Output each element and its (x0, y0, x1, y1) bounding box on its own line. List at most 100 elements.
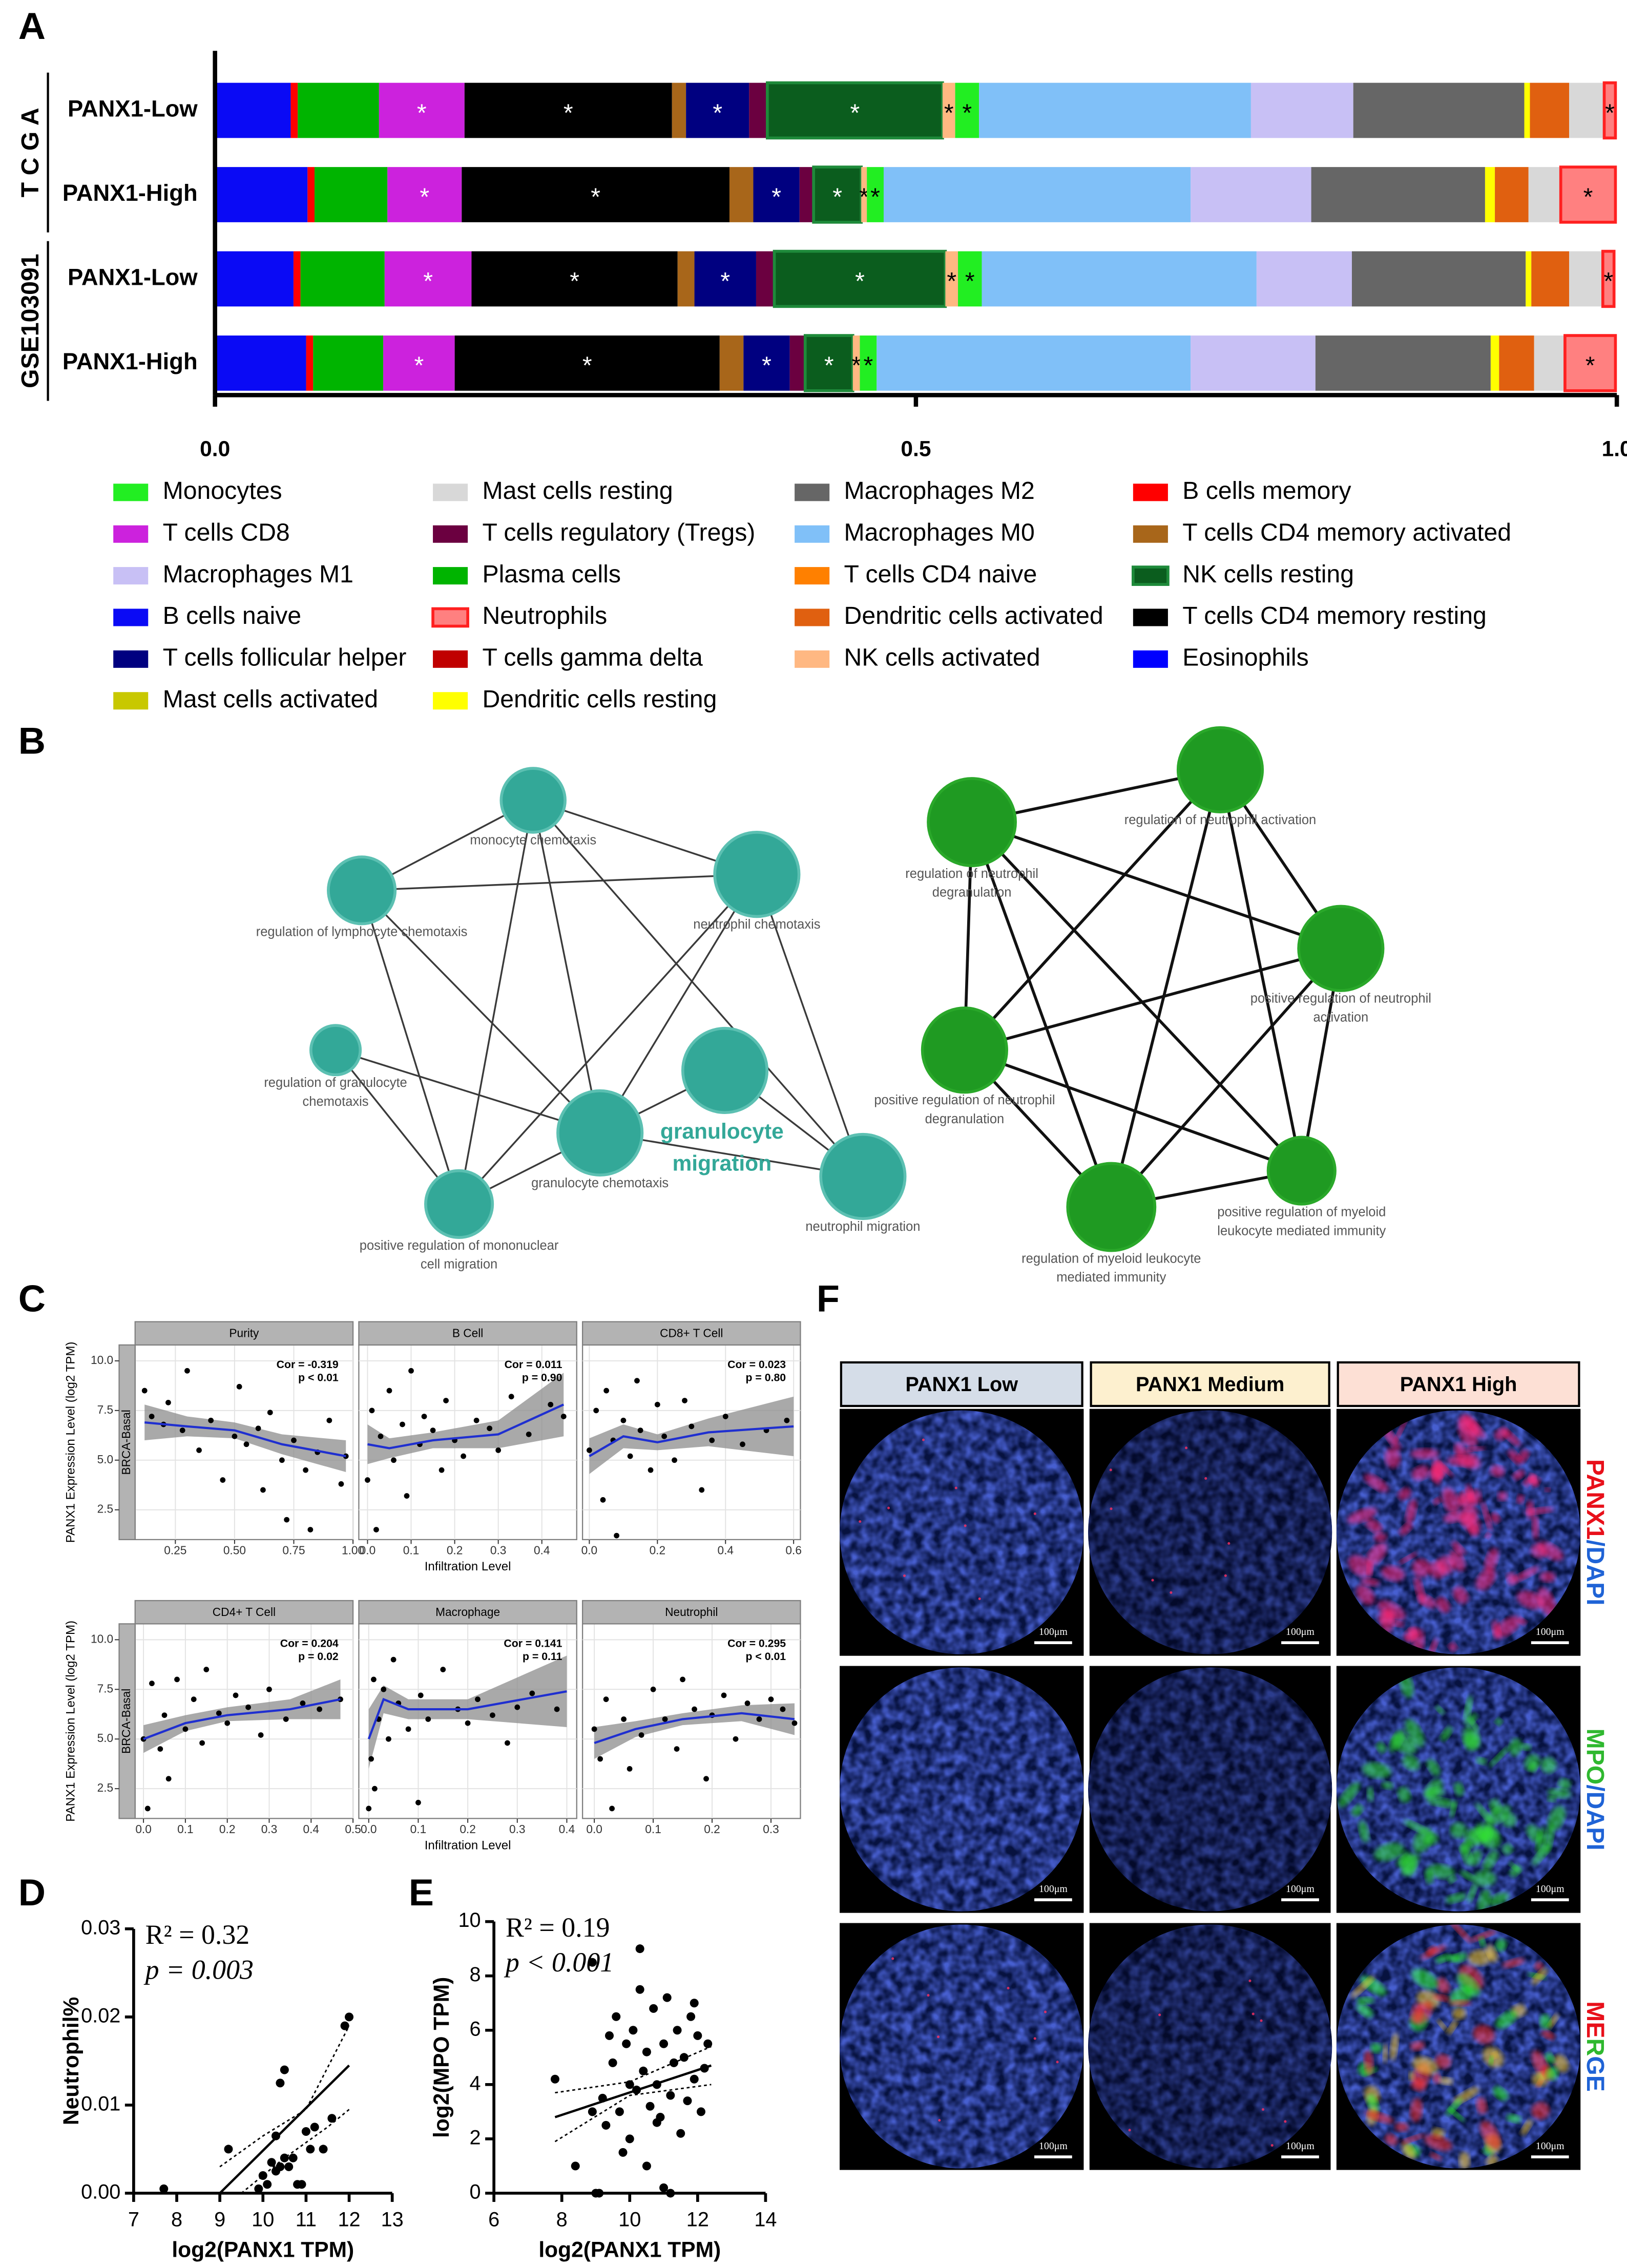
x-tick-label: 7 (128, 2208, 139, 2231)
signal-dot (1110, 1507, 1113, 1510)
data-point (600, 1497, 606, 1503)
x-tick-label: 0.2 (460, 1822, 476, 1836)
y-tick-label: 0.00 (81, 2180, 120, 2203)
data-point (390, 1656, 397, 1663)
signal-blob (1485, 1532, 1491, 1539)
x-tick-label: 1.00 (342, 1544, 364, 1557)
signal-blob (1374, 1842, 1404, 1861)
signal-blob (1411, 1968, 1438, 1989)
data-point (548, 1401, 554, 1408)
data-point (620, 1417, 627, 1423)
data-point (587, 1447, 592, 1453)
signal-blob (1426, 1797, 1456, 1808)
signal-blob (1541, 2030, 1555, 2040)
bar-segment (686, 82, 749, 138)
bar-segment (945, 251, 958, 307)
signal-dot (978, 1597, 981, 1600)
signal-blob (1489, 2055, 1494, 2065)
x-tick-label: 0.6 (785, 1544, 802, 1557)
bar-segment (1531, 251, 1570, 307)
network-edge (971, 821, 1342, 950)
data-point (220, 1477, 226, 1483)
bar-segment (1499, 335, 1534, 391)
stat-annotation: p = 0.003 (143, 1954, 254, 1985)
y-axis-title: PANX1 Expression Level (log2 TPM) (64, 1341, 77, 1543)
network-edge (964, 1048, 1302, 1172)
bar-segment (1530, 82, 1570, 138)
legend-label: Monocytes (163, 477, 282, 505)
signal-blob (1558, 1778, 1571, 1790)
data-point (418, 1692, 424, 1698)
signal-blob (1509, 1862, 1521, 1873)
data-point (622, 2039, 631, 2048)
x-tick-label: 12 (686, 2208, 709, 2231)
network-node (1297, 905, 1385, 992)
data-point (404, 1493, 410, 1499)
signal-blob (1489, 1799, 1501, 1813)
signal-blob (1464, 1446, 1486, 1452)
bar-segment (307, 167, 315, 222)
signal-blob (1427, 1864, 1455, 1879)
node-label: regulation of neutrophil (905, 867, 1038, 881)
data-point (267, 1410, 273, 1416)
bar-segment (1524, 82, 1530, 138)
signal-blob (1534, 1962, 1543, 1971)
data-point (425, 1716, 431, 1722)
network-node (713, 831, 801, 918)
network-node (309, 1024, 362, 1077)
data-point (768, 1696, 774, 1703)
signal-blob (1470, 1930, 1497, 1942)
data-point (662, 1993, 672, 2002)
node-label: regulation of lymphocyte chemotaxis (256, 925, 468, 939)
signal-blob (1501, 1813, 1517, 1827)
signal-dot (927, 1993, 930, 1997)
data-point (605, 2031, 614, 2040)
signal-blob (1473, 2025, 1495, 2044)
signal-blob (1397, 1487, 1411, 1500)
data-point (612, 2012, 621, 2021)
legend-label: Neutrophils (482, 602, 607, 629)
signal-blob (1448, 1954, 1458, 1962)
row-label-part: ME (1581, 2001, 1609, 2038)
significance-star: * (824, 352, 834, 380)
signal-dot (964, 1524, 967, 1527)
row-strip-label: BRCA-Basal (119, 1410, 133, 1475)
bar-segment (290, 82, 298, 138)
ci-line (219, 2025, 350, 2168)
x-tick-label: 10 (618, 2208, 641, 2231)
network-edge (362, 873, 757, 892)
bar-segment (773, 249, 947, 308)
data-point (199, 1740, 205, 1746)
node-label: regulation of myeloid leukocyte (1021, 1251, 1201, 1266)
data-point (258, 1732, 264, 1738)
network-node (327, 855, 397, 926)
signal-blob (1531, 2102, 1550, 2120)
legend-label: NK cells activated (844, 644, 1040, 671)
signal-dot (1227, 1542, 1230, 1545)
bar-segment (1495, 167, 1529, 222)
data-point (421, 1414, 427, 1419)
data-point (280, 2153, 289, 2162)
correlation-label: Cor = 0.023 (727, 1358, 786, 1371)
x-tick-label: 0.2 (650, 1544, 666, 1557)
data-point (326, 1417, 332, 1423)
y-tick-label: 0 (470, 2180, 481, 2203)
data-point (560, 1414, 567, 1419)
signal-dot (1248, 1979, 1251, 1982)
signal-blob (1447, 2020, 1458, 2035)
signal-blob (1440, 1726, 1452, 1741)
x-tick-label: 6 (488, 2208, 499, 2231)
data-point (159, 2184, 169, 2193)
bar-segment (982, 251, 1257, 307)
x-tick-label: 0.2 (219, 1822, 236, 1836)
data-point (144, 1805, 151, 1812)
facet-strip (134, 1600, 354, 1625)
bar-segment (454, 335, 720, 391)
data-point (639, 2066, 648, 2075)
data-point (288, 2153, 298, 2162)
signal-blob (1367, 1787, 1374, 1802)
signal-dot (1033, 2037, 1036, 2040)
data-point (744, 1700, 750, 1706)
network-edge (1110, 947, 1342, 1208)
data-point (571, 2161, 580, 2171)
